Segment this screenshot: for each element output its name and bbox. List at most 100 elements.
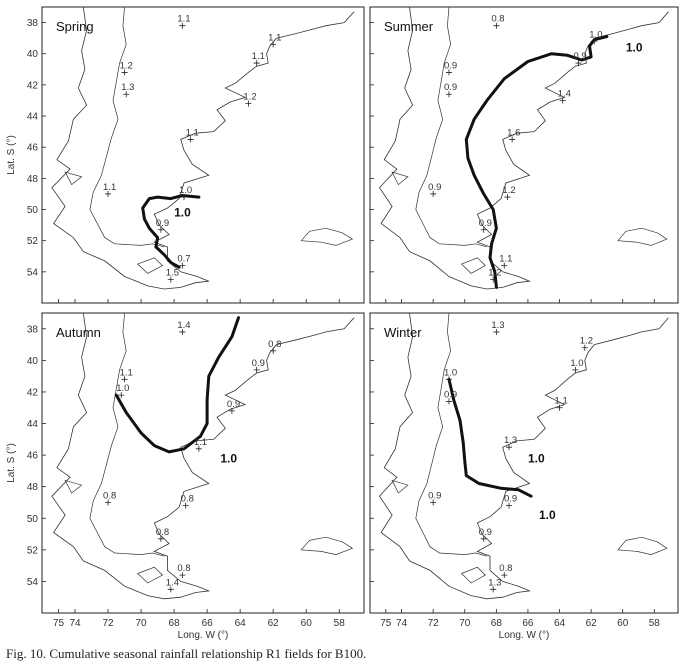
station-value-label: 0.9: [444, 82, 457, 93]
island: [617, 227, 668, 246]
station-value-label: 1.1: [120, 367, 133, 378]
x-tick-label: 66: [522, 618, 534, 629]
station-value-label: 1.1: [186, 127, 199, 138]
contour-value-label: 1.0: [626, 41, 643, 55]
station-value-label: 1.3: [121, 82, 134, 93]
station-value-label: 0.8: [499, 563, 512, 574]
map-layer: 0.81.00.90.90.91.41.60.9 1.20.91.11.2: [378, 7, 669, 290]
contour-value-label: 1.0: [220, 451, 237, 465]
station-marker: [575, 60, 582, 67]
x-tick-label: 68: [169, 618, 181, 629]
station-marker: [187, 136, 194, 143]
station-value-label: 0.9: [444, 389, 457, 400]
station-marker: [493, 22, 500, 29]
station-value-label: 1.6: [507, 127, 520, 138]
panel-spring: 1.11.11.11.21.31.21.11.1 1.00.90.71.51.0S…: [6, 6, 365, 304]
map-layer: 1.11.11.11.21.31.21.11.1 1.00.90.71.5: [51, 7, 355, 290]
panel-frame: [41, 6, 365, 304]
station-marker: [509, 136, 516, 143]
panel-frame: [369, 6, 679, 304]
y-tick-label: 38: [27, 324, 39, 335]
station-value-label: 1.5: [166, 268, 179, 279]
station-value-label: 1.2: [580, 336, 593, 347]
island: [391, 171, 409, 186]
station-value-label: 1.0: [444, 367, 457, 378]
station-marker: [493, 328, 500, 335]
station-marker: [228, 407, 235, 414]
season-title: Spring: [56, 19, 94, 34]
station-value-label: 0.9: [428, 182, 441, 193]
station-value-label: 0.8: [177, 563, 190, 574]
station-value-label: 1.1: [555, 396, 568, 407]
station-marker: [501, 572, 508, 579]
station-marker: [504, 194, 511, 201]
contour-line: [464, 35, 609, 289]
contour-line: [141, 194, 201, 269]
y-tick-label: 54: [27, 577, 39, 588]
station-marker: [253, 366, 260, 373]
station-marker: [118, 392, 125, 399]
station-value-label: 1.2: [488, 268, 501, 279]
island: [391, 479, 409, 494]
station-marker: [445, 69, 452, 76]
station-marker: [105, 499, 112, 506]
y-tick-label: 48: [27, 482, 39, 493]
station-value-label: 0.9: [573, 51, 586, 62]
station-value-label: 1.4: [177, 320, 190, 331]
border-line: [89, 7, 165, 248]
x-tick-label: 75: [53, 618, 65, 629]
y-tick-label: 54: [27, 267, 39, 278]
panel-autumn: 1.40.80.91.11.00.91.10.8 0.80.80.81.41.0A…: [6, 312, 365, 641]
station-marker: [179, 22, 186, 29]
station-value-label: 1.3: [504, 435, 517, 446]
station-value-label: 0.9: [479, 527, 492, 538]
contour-line: [447, 377, 533, 498]
station-marker: [157, 535, 164, 542]
station-marker: [253, 60, 260, 67]
island: [300, 227, 354, 246]
station-value-label: 1.0: [589, 29, 602, 40]
y-tick-label: 44: [27, 419, 39, 430]
station-marker: [179, 262, 186, 269]
station-marker: [559, 97, 566, 104]
station-value-label: 1.4: [166, 577, 179, 588]
x-tick-label: 64: [554, 618, 566, 629]
station-value-label: 1.1: [177, 14, 190, 25]
station-marker: [490, 276, 497, 283]
x-tick-label: 60: [617, 618, 629, 629]
station-marker: [445, 376, 452, 383]
contour-value-label: 1.0: [539, 508, 556, 522]
y-tick-label: 46: [27, 143, 39, 154]
y-tick-label: 48: [27, 174, 39, 185]
station-value-label: 0.9: [156, 218, 169, 229]
y-tick-label: 42: [27, 387, 39, 398]
station-value-label: 0.7: [177, 254, 190, 265]
panel-frame: [369, 312, 679, 614]
station-marker: [480, 226, 487, 233]
x-tick-label: 74: [396, 618, 408, 629]
y-tick-label: 52: [27, 236, 39, 247]
station-marker: [157, 226, 164, 233]
station-marker: [270, 347, 277, 354]
station-marker: [430, 499, 437, 506]
map-layer: 1.40.80.91.11.00.91.10.8 0.80.80.81.4: [51, 313, 355, 600]
x-axis-label: Long. W (°): [499, 630, 550, 641]
station-marker: [181, 194, 188, 201]
station-marker: [105, 190, 112, 197]
border-line: [89, 313, 165, 557]
island: [460, 566, 486, 584]
y-tick-label: 46: [27, 451, 39, 462]
island: [137, 257, 164, 274]
x-tick-label: 74: [69, 618, 81, 629]
y-tick-label: 42: [27, 80, 39, 91]
x-tick-label: 68: [491, 618, 503, 629]
island: [617, 536, 668, 555]
contour-value-label: 1.0: [174, 206, 191, 220]
station-marker: [270, 41, 277, 48]
station-value-label: 1.0: [116, 383, 129, 394]
x-tick-label: 64: [235, 618, 247, 629]
station-value-label: 1.3: [491, 320, 504, 331]
x-tick-label: 72: [102, 618, 114, 629]
station-marker: [245, 100, 252, 107]
